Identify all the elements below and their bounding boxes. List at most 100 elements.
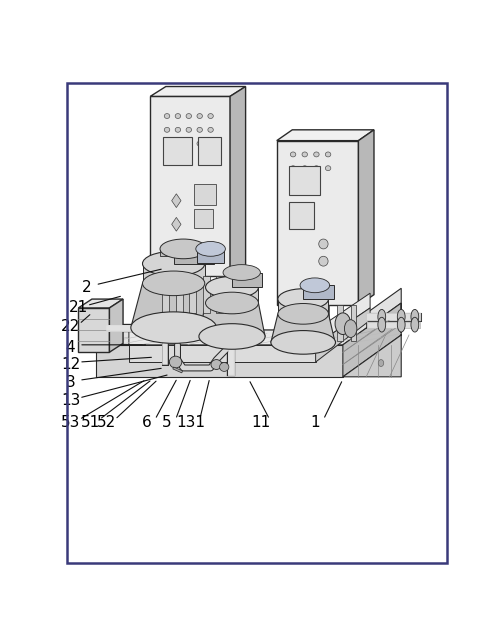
Text: 3: 3 [66, 375, 75, 390]
Polygon shape [276, 141, 358, 305]
Ellipse shape [377, 318, 385, 332]
Bar [309, 305, 315, 341]
Polygon shape [303, 285, 334, 299]
Ellipse shape [219, 362, 228, 371]
Polygon shape [150, 96, 229, 276]
Text: 1: 1 [310, 415, 319, 429]
Text: 12: 12 [61, 357, 80, 372]
Ellipse shape [302, 166, 307, 171]
Ellipse shape [164, 127, 169, 132]
Ellipse shape [207, 141, 213, 146]
Polygon shape [196, 249, 224, 263]
Ellipse shape [196, 127, 202, 132]
Polygon shape [315, 308, 369, 362]
Ellipse shape [300, 278, 329, 293]
Ellipse shape [313, 166, 319, 171]
Ellipse shape [210, 360, 221, 369]
Polygon shape [142, 264, 204, 283]
Ellipse shape [344, 320, 356, 337]
Ellipse shape [397, 309, 404, 324]
Text: 53: 53 [61, 415, 80, 429]
Bar [202, 276, 209, 313]
Ellipse shape [278, 289, 328, 309]
Polygon shape [271, 314, 335, 343]
Ellipse shape [205, 292, 258, 314]
Polygon shape [129, 293, 369, 345]
Polygon shape [78, 308, 109, 352]
Bar [175, 276, 182, 313]
Ellipse shape [175, 141, 180, 146]
Ellipse shape [164, 114, 169, 118]
Text: 5: 5 [162, 415, 171, 429]
Ellipse shape [142, 251, 204, 276]
Ellipse shape [377, 309, 385, 324]
Polygon shape [172, 367, 182, 373]
Bar [163, 137, 192, 166]
Polygon shape [205, 288, 258, 303]
Ellipse shape [160, 239, 206, 259]
Polygon shape [171, 194, 181, 208]
Bar [189, 276, 196, 313]
Bar [194, 209, 212, 227]
Ellipse shape [207, 114, 213, 118]
Polygon shape [342, 303, 400, 377]
Bar [162, 276, 169, 313]
Polygon shape [96, 345, 342, 377]
Ellipse shape [318, 256, 328, 266]
Bar [323, 305, 329, 341]
Bar [216, 276, 223, 313]
Polygon shape [171, 217, 181, 231]
Bar [227, 276, 234, 313]
Ellipse shape [186, 141, 191, 146]
Ellipse shape [205, 277, 258, 298]
Text: 11: 11 [251, 415, 270, 429]
Text: 51: 51 [81, 415, 100, 429]
Polygon shape [160, 249, 206, 256]
Ellipse shape [195, 242, 225, 256]
Polygon shape [131, 283, 216, 328]
Polygon shape [342, 303, 400, 377]
Bar [336, 305, 342, 341]
Polygon shape [96, 288, 400, 345]
Text: 21: 21 [69, 300, 88, 316]
Text: 52: 52 [97, 415, 116, 429]
Ellipse shape [335, 313, 350, 334]
Ellipse shape [164, 141, 169, 146]
Text: 2: 2 [82, 280, 92, 295]
Bar [289, 202, 314, 229]
Ellipse shape [325, 152, 330, 157]
Text: 6: 6 [141, 415, 151, 429]
Polygon shape [109, 299, 123, 352]
Polygon shape [276, 130, 373, 141]
Ellipse shape [397, 318, 404, 332]
Ellipse shape [196, 141, 202, 146]
Bar [194, 184, 215, 204]
Text: 131: 131 [176, 415, 205, 429]
Text: 22: 22 [61, 319, 80, 334]
Text: 13: 13 [61, 393, 80, 408]
Bar [282, 305, 288, 341]
Ellipse shape [196, 114, 202, 118]
Ellipse shape [302, 152, 307, 157]
Ellipse shape [313, 152, 319, 157]
Ellipse shape [290, 166, 295, 171]
Polygon shape [150, 86, 245, 96]
Polygon shape [129, 345, 315, 362]
Polygon shape [231, 272, 262, 288]
Polygon shape [229, 86, 245, 276]
Bar [296, 305, 302, 341]
Polygon shape [198, 303, 265, 337]
Ellipse shape [222, 265, 260, 281]
Polygon shape [358, 130, 373, 305]
Ellipse shape [290, 152, 295, 157]
Ellipse shape [131, 312, 216, 343]
Ellipse shape [271, 330, 335, 354]
Ellipse shape [378, 360, 383, 367]
Polygon shape [278, 299, 328, 314]
Polygon shape [78, 299, 123, 308]
Ellipse shape [410, 309, 418, 324]
Text: 4: 4 [66, 340, 75, 355]
Bar [350, 305, 356, 341]
Ellipse shape [410, 318, 418, 332]
Ellipse shape [175, 127, 180, 132]
